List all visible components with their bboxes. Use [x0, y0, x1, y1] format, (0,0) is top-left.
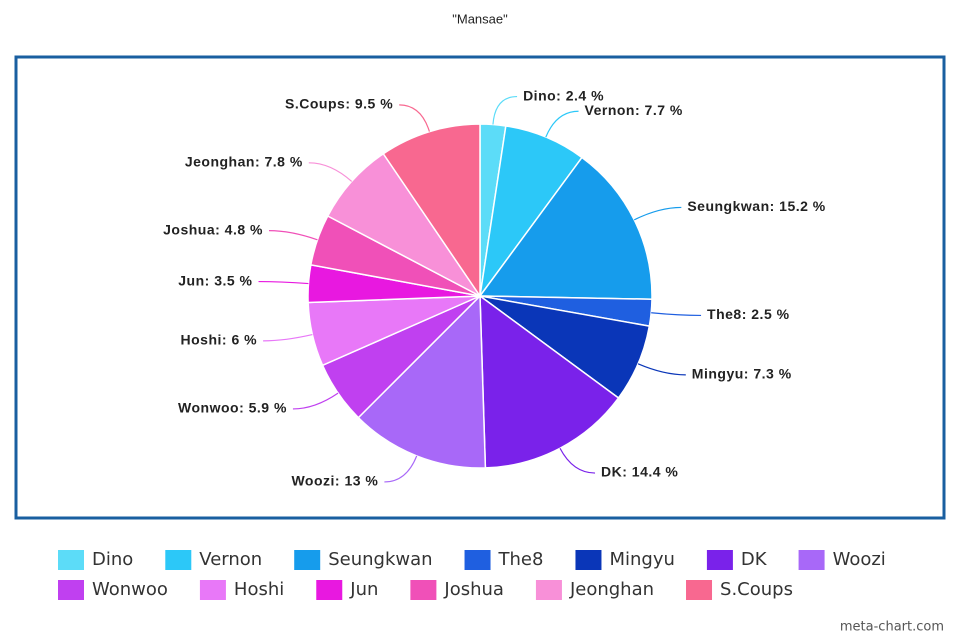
legend-label: Dino	[92, 549, 133, 570]
data-label: The8: 2.5 %	[707, 306, 790, 322]
data-label: DK: 14.4 %	[601, 464, 678, 480]
legend-label: Woozi	[833, 549, 886, 570]
data-label: Seungkwan: 15.2 %	[687, 198, 825, 214]
leader-line	[492, 95, 518, 125]
pie-slice	[382, 123, 481, 299]
legend-label: The8	[498, 549, 544, 570]
leader-line	[651, 312, 702, 317]
legend-swatch	[294, 550, 321, 570]
legend-swatch	[575, 550, 602, 570]
leader-line	[633, 206, 682, 221]
data-label: Jeonghan: 7.8 %	[185, 154, 303, 170]
data-label: Joshua: 4.8 %	[163, 221, 263, 237]
legend-label: Vernon	[199, 549, 262, 570]
plot-frame	[14, 55, 946, 520]
leader-line	[399, 104, 430, 132]
data-label: Mingyu: 7.3 %	[692, 366, 792, 382]
pie-slice	[479, 294, 620, 469]
legend-swatch	[686, 580, 713, 600]
data-label: Hoshi: 6 %	[181, 332, 258, 348]
legend-label: Jeonghan	[569, 579, 654, 600]
leader-line	[258, 280, 309, 285]
data-label: S.Coups: 9.5 %	[285, 96, 393, 112]
leader-line	[637, 363, 686, 376]
legend-swatch	[165, 550, 192, 570]
leader-line	[263, 333, 313, 342]
leader-line	[268, 230, 318, 241]
chart-title: "Mansae"	[452, 11, 508, 26]
legend-label: Seungkwan	[328, 549, 432, 570]
legend-swatch	[535, 580, 562, 600]
data-label: Wonwoo: 5.9 %	[178, 400, 287, 416]
leader-line	[545, 110, 579, 138]
legend-label: Mingyu	[609, 549, 674, 570]
legend-label: DK	[741, 549, 768, 570]
data-label: Vernon: 7.7 %	[585, 102, 683, 118]
legend-swatch	[798, 550, 825, 570]
legend-swatch	[706, 550, 733, 570]
legend-label: Hoshi	[234, 579, 284, 600]
data-label: Jun: 3.5 %	[178, 272, 252, 288]
leader-line	[308, 162, 353, 182]
legend-swatch	[199, 580, 226, 600]
legend-label: Joshua	[443, 579, 504, 600]
legend-label: Jun	[349, 579, 378, 600]
legend-label: Wonwoo	[92, 579, 168, 600]
legend-swatch	[410, 580, 437, 600]
data-label: Dino: 2.4 %	[523, 87, 604, 103]
credit: meta-chart.com	[840, 620, 944, 635]
leader-line	[559, 447, 596, 474]
pie-slice	[478, 156, 653, 301]
legend-label: S.Coups	[720, 579, 793, 600]
legend-swatch	[58, 580, 84, 600]
legend-swatch	[316, 580, 343, 600]
data-label: Woozi: 13 %	[291, 473, 378, 489]
leader-line	[292, 392, 339, 410]
legend-swatch	[464, 550, 491, 570]
legend-swatch	[58, 550, 84, 570]
pie-slice	[357, 294, 487, 469]
leader-line	[384, 455, 418, 483]
